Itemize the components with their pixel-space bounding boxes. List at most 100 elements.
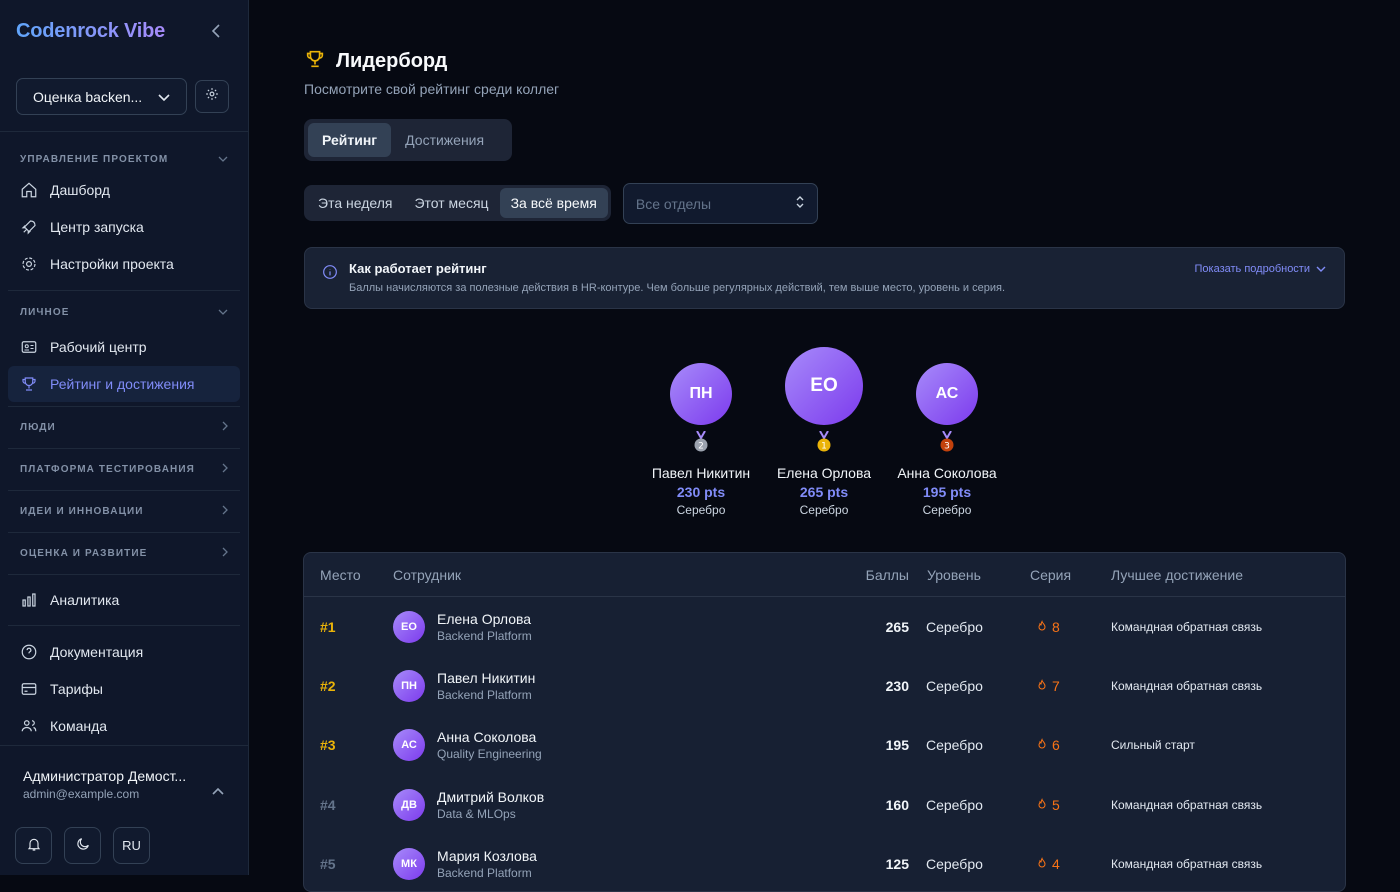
podium-third[interactable]: АС 3 Анна Соколова 195 pts Серебро [882, 363, 1012, 517]
sidebar-item-workspace[interactable]: Рабочий центр [8, 329, 240, 365]
sidebar-item-team[interactable]: Команда [8, 708, 240, 744]
chevron-updown-icon [795, 195, 805, 212]
sidebar-item-project-settings[interactable]: Настройки проекта [8, 246, 240, 282]
row-points: 195 [885, 737, 909, 754]
row-points: 230 [885, 677, 909, 694]
user-email: admin@example.com [23, 787, 140, 801]
podium-level: Серебро [799, 503, 849, 517]
row-achievement: Командная обратная связь [1111, 678, 1263, 693]
sidebar-item-leaderboard[interactable]: Рейтинг и достижения [8, 366, 240, 402]
rocket-icon [20, 218, 38, 236]
avatar: АС [393, 729, 425, 762]
sidebar: Codenrock Vibe Оценка backen... УПРАВЛЕН… [0, 0, 249, 875]
project-settings-button[interactable] [195, 80, 229, 113]
bell-icon [26, 836, 42, 855]
col-streak[interactable]: Серия [1030, 566, 1072, 583]
chevron-up-icon[interactable] [212, 782, 224, 800]
podium-points: 195 pts [922, 484, 972, 500]
sidebar-item-label: Команда [50, 718, 108, 734]
silver-medal-icon: 2 [693, 430, 709, 453]
department-select[interactable]: Все отделы [622, 183, 818, 224]
podium-first[interactable]: ЕО 1 Елена Орлова 265 pts Серебро [759, 347, 889, 517]
chevron-right-icon [222, 505, 228, 518]
sidebar-item-label: Рейтинг и достижения [50, 376, 195, 392]
employee-name: Дмитрий Волков [437, 788, 545, 805]
streak-value: 7 [1052, 677, 1060, 694]
table-row[interactable]: #5 МК Мария Козлова Backend Platform 125 … [304, 834, 1345, 891]
row-place: #1 [320, 618, 336, 635]
brand-logo[interactable]: Codenrock Vibe [16, 19, 166, 42]
section-people[interactable]: ЛЮДИ [8, 407, 240, 449]
row-level: Серебро [926, 855, 983, 872]
theme-toggle-button[interactable] [64, 827, 101, 864]
flame-icon [1036, 619, 1048, 635]
project-select[interactable]: Оценка backen... [16, 78, 187, 115]
section-project-management[interactable]: УПРАВЛЕНИЕ ПРОЕКТОМ [0, 138, 248, 180]
row-level: Серебро [926, 737, 983, 754]
home-icon [20, 181, 38, 199]
collapse-sidebar-icon[interactable] [208, 23, 224, 39]
flame-icon [1036, 797, 1048, 813]
streak-value: 8 [1052, 618, 1060, 635]
row-points: 125 [885, 855, 909, 872]
table-row[interactable]: #1 ЕО Елена Орлова Backend Platform 265 С… [304, 597, 1345, 656]
avatar: ПН [670, 363, 732, 425]
podium-points: 265 pts [799, 484, 849, 500]
period-toggle: Эта неделя Этот месяц За всё время [304, 185, 611, 221]
notifications-button[interactable] [15, 827, 52, 864]
row-employee: ПН Павел Никитин Backend Platform [393, 669, 823, 702]
period-month[interactable]: Этот месяц [414, 195, 489, 211]
col-employee[interactable]: Сотрудник [393, 566, 462, 583]
row-place: #2 [320, 677, 336, 694]
section-title: ПЛАТФОРМА ТЕСТИРОВАНИЯ [20, 464, 195, 475]
avatar: ДВ [393, 788, 425, 821]
table-row[interactable]: #4 ДВ Дмитрий Волков Data & MLOps 160 Сер… [304, 775, 1345, 834]
section-ideas[interactable]: ИДЕИ И ИННОВАЦИИ [8, 491, 240, 533]
language-button[interactable]: RU [113, 827, 150, 864]
gear-icon [20, 255, 38, 273]
tab-achievements[interactable]: Достижения [405, 132, 485, 148]
streak-value: 5 [1052, 796, 1060, 813]
section-title: УПРАВЛЕНИЕ ПРОЕКТОМ [20, 153, 169, 165]
bar-chart-icon [20, 591, 38, 609]
sidebar-item-label: Документация [50, 644, 144, 660]
employee-dept: Quality Engineering [437, 747, 542, 762]
col-points[interactable]: Баллы [865, 566, 909, 583]
col-place[interactable]: Место [320, 566, 361, 583]
table-row[interactable]: #2 ПН Павел Никитин Backend Platform 230 … [304, 656, 1345, 715]
user-name: Администратор Демост... [23, 768, 187, 784]
row-level: Серебро [926, 677, 983, 694]
tab-rating[interactable]: Рейтинг [308, 123, 392, 157]
sidebar-item-label: Дашборд [50, 182, 110, 198]
avatar: ПН [393, 669, 425, 702]
employee-name: Мария Козлова [437, 847, 537, 864]
podium-second[interactable]: ПН 2 Павел Никитин 230 pts Серебро [636, 363, 766, 517]
sidebar-item-pricing[interactable]: Тарифы [8, 671, 240, 707]
sidebar-item-dashboard[interactable]: Дашборд [8, 172, 240, 208]
credit-card-icon [20, 680, 38, 698]
medal-number: 2 [698, 442, 704, 452]
period-week[interactable]: Эта неделя [318, 195, 393, 211]
section-personal[interactable]: ЛИЧНОЕ [0, 291, 248, 333]
sidebar-item-label: Тарифы [50, 681, 103, 697]
user-block[interactable]: Администратор Демост... admin@example.co… [0, 745, 248, 864]
table-row[interactable]: #3 АС Анна Соколова Quality Engineering 1… [304, 716, 1345, 775]
sidebar-item-docs[interactable]: Документация [8, 634, 240, 670]
page-title-row: Лидерборд [304, 48, 1345, 75]
main-content: Лидерборд Посмотрите свой рейтинг среди … [249, 0, 1400, 875]
period-all-time[interactable]: За всё время [499, 188, 608, 218]
section-testing-platform[interactable]: ПЛАТФОРМА ТЕСТИРОВАНИЯ [8, 449, 240, 491]
employee-name: Елена Орлова [437, 610, 532, 627]
row-place: #3 [320, 737, 336, 754]
section-evaluation[interactable]: ОЦЕНКА И РАЗВИТИЕ [8, 533, 240, 575]
avatar: ЕО [393, 610, 425, 643]
gold-medal-icon: 1 [816, 430, 832, 453]
avatar: МК [393, 847, 425, 880]
sidebar-item-launch-center[interactable]: Центр запуска [8, 209, 240, 245]
podium-points: 230 pts [676, 484, 726, 500]
show-details-link[interactable]: Показать подробности [1195, 263, 1326, 275]
col-achievement[interactable]: Лучшее достижение [1111, 566, 1244, 583]
row-achievement: Сильный старт [1111, 738, 1195, 753]
col-level[interactable]: Уровень [927, 566, 981, 583]
sidebar-item-analytics[interactable]: Аналитика [8, 582, 240, 618]
